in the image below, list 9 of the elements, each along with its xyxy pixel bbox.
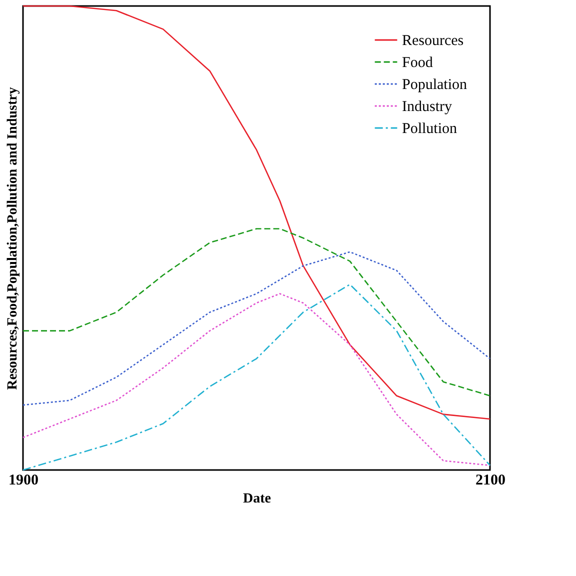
legend-label: Pollution <box>402 121 458 137</box>
legend-label: Food <box>402 55 434 71</box>
x-tick-label: 2100 <box>476 472 506 488</box>
x-tick-label: 1900 <box>8 472 38 488</box>
legend-label: Industry <box>402 99 452 115</box>
y-axis-title: Resources,Food,Population,Pollution and Industry <box>6 87 20 390</box>
legend-label: Resources <box>402 33 464 49</box>
legend-label: Population <box>402 77 468 93</box>
x-axis-title: Date <box>243 492 271 506</box>
